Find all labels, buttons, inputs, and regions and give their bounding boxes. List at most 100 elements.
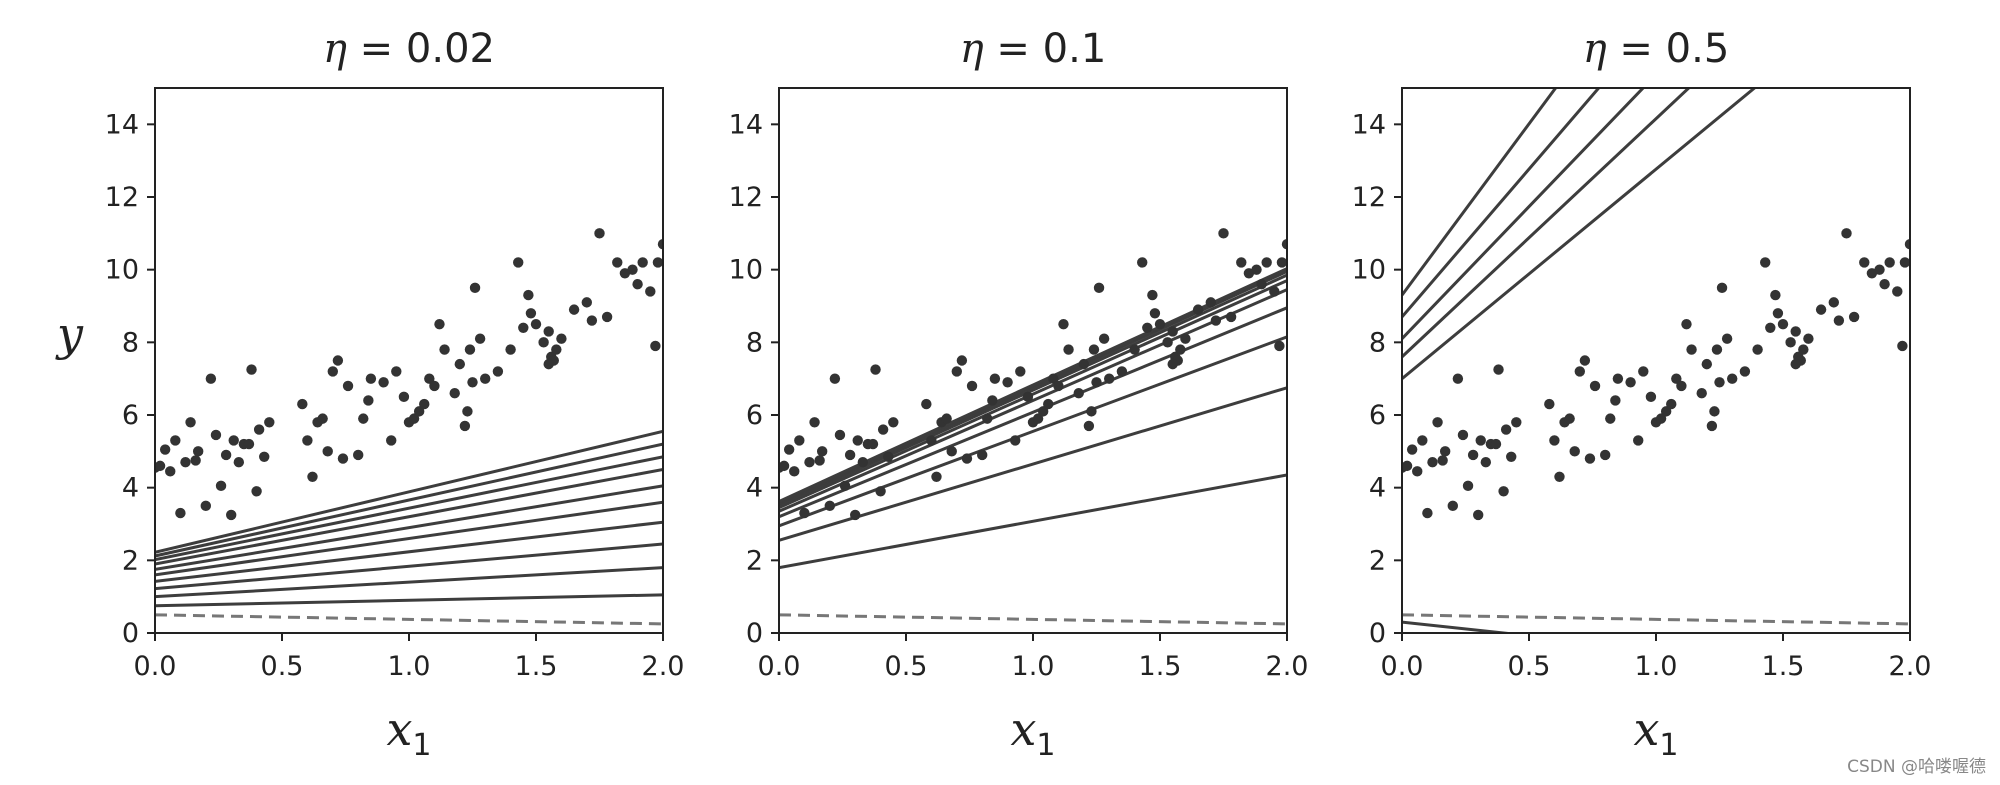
data-point	[1149, 308, 1161, 319]
data-point	[1879, 279, 1890, 290]
data-point	[1010, 435, 1021, 446]
x-tick-label: 2.0	[1889, 651, 1932, 682]
panel-title: η = 0.1	[960, 26, 1107, 72]
data-point	[941, 413, 952, 424]
data-point	[883, 451, 894, 462]
x-tick-label: 0.5	[261, 651, 304, 682]
data-point	[586, 315, 598, 326]
data-point	[816, 446, 828, 457]
x-axis-label-base: x	[1010, 702, 1036, 756]
y-tick-label: 4	[1369, 473, 1386, 504]
data-point	[1406, 444, 1418, 455]
axes-frame	[778, 87, 1288, 634]
data-point	[1093, 282, 1105, 294]
data-point	[353, 449, 364, 461]
data-point	[1660, 406, 1672, 417]
data-point	[1480, 457, 1492, 468]
data-point	[215, 480, 227, 492]
data-point	[251, 486, 262, 497]
data-point	[1210, 315, 1222, 326]
data-point	[804, 457, 815, 468]
data-point	[1088, 344, 1100, 355]
data-point	[1078, 358, 1090, 370]
data-point	[419, 398, 430, 410]
data-point	[1261, 257, 1272, 268]
data-point	[1412, 466, 1423, 477]
csdn-watermark: CSDN @哈喽喔德	[1847, 757, 1986, 777]
data-point	[632, 279, 643, 290]
data-point	[1104, 373, 1115, 384]
data-point	[365, 373, 377, 384]
data-point	[1225, 311, 1237, 323]
data-point	[921, 398, 932, 410]
data-point	[424, 373, 435, 384]
x-tick-label: 1.0	[388, 651, 431, 682]
data-point	[449, 388, 460, 399]
data-point	[1500, 424, 1512, 435]
panel-title: η = 0.02	[323, 26, 495, 72]
x-tick-label: 0.5	[1508, 651, 1551, 682]
prediction-line-2	[779, 386, 1287, 542]
panel-eta-0-5: 0.0 0.5 1.0 1.5 2.0 0 2 4 6 8 10 12 14 η = 0.5 x1	[1352, 26, 1932, 763]
y-tick-label: 6	[1369, 400, 1386, 431]
y-tick-label: 6	[746, 400, 763, 431]
data-point	[1899, 257, 1910, 268]
data-point	[1457, 429, 1469, 441]
data-point	[1142, 322, 1153, 333]
data-point	[327, 366, 338, 377]
data-point	[1772, 308, 1784, 319]
data-point	[844, 449, 856, 461]
x-tick-label: 0.0	[134, 651, 177, 682]
x-tick-label: 0.0	[758, 651, 801, 682]
prediction-line-3	[1402, 88, 1691, 358]
title-eta: η	[960, 26, 984, 72]
title-eta: η	[1583, 26, 1607, 72]
y-tick-label: 8	[1369, 327, 1386, 358]
data-point	[961, 453, 973, 464]
data-point	[1467, 449, 1479, 461]
data-point	[1709, 406, 1720, 417]
data-point	[332, 355, 344, 366]
data-point	[454, 358, 465, 370]
y-axis-label: y	[55, 307, 84, 361]
x-axis-label: x1	[386, 702, 431, 763]
data-point	[1086, 406, 1097, 417]
dashed-initial-line	[155, 613, 663, 626]
x-tick-label: 1.5	[1139, 651, 1182, 682]
data-point	[243, 438, 255, 450]
data-point	[1833, 315, 1845, 326]
data-point	[530, 318, 542, 330]
data-point	[525, 308, 537, 319]
data-point	[228, 435, 239, 446]
data-point	[877, 424, 889, 435]
data-point	[1462, 480, 1474, 492]
data-point	[378, 377, 389, 388]
data-point	[253, 424, 265, 435]
data-point	[1706, 420, 1718, 432]
prediction-line-7	[155, 468, 663, 566]
panel-eta-0-1: 0.0 0.5 1.0 1.5 2.0 0 2 4 6 8 10 12 14 η = 0.1 x1	[729, 26, 1309, 763]
data-point	[814, 455, 825, 466]
y-tick-label: 4	[746, 473, 763, 504]
data-point	[1251, 264, 1262, 275]
data-point	[1048, 373, 1059, 384]
data-point	[1002, 377, 1013, 388]
data-point	[1037, 406, 1049, 417]
data-point	[1686, 344, 1697, 355]
data-point	[322, 446, 333, 457]
x-tick-label: 2.0	[642, 651, 685, 682]
x-tick-label: 1.0	[1012, 651, 1055, 682]
data-point	[1716, 282, 1728, 294]
data-point	[1053, 380, 1064, 392]
prediction-line-10	[155, 429, 663, 554]
x-axis-label-base: x	[1633, 702, 1659, 756]
data-point	[1633, 435, 1644, 446]
y-tick-label: 2	[746, 545, 763, 576]
title-eta: η	[323, 26, 347, 72]
data-point	[1058, 318, 1069, 330]
data-point	[870, 364, 881, 375]
data-point	[1116, 366, 1128, 377]
data-point	[1167, 358, 1178, 370]
data-point	[1475, 435, 1486, 446]
y-tick-label: 2	[122, 545, 139, 576]
